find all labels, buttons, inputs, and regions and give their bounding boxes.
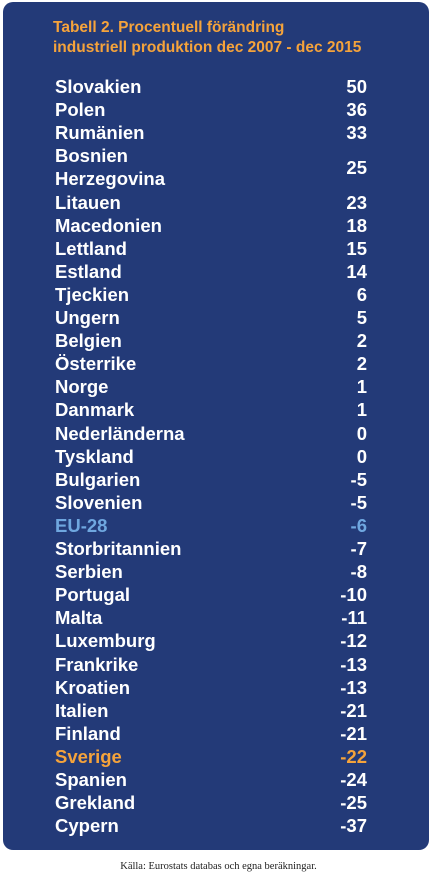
country-name: Belgien xyxy=(55,330,122,352)
country-name: Polen xyxy=(55,99,106,121)
change-value: 6 xyxy=(356,283,367,305)
change-value: 18 xyxy=(346,214,367,236)
change-value: -7 xyxy=(350,538,367,559)
change-value: 50 xyxy=(346,76,367,97)
country-name: Bulgarien xyxy=(55,468,141,490)
change-value: 0 xyxy=(356,445,367,467)
change-value: 15 xyxy=(346,237,367,259)
country-name: Italien xyxy=(55,699,109,721)
change-value: -13 xyxy=(340,676,367,698)
change-value: -22 xyxy=(340,745,367,767)
change-value: -37 xyxy=(340,815,367,837)
change-value: -6 xyxy=(350,514,367,536)
country-name: Storbritannien xyxy=(55,538,182,559)
change-value: -5 xyxy=(350,491,367,513)
table-rows: Slovakien 50 Polen 36 Rumänien 33 Bosnien Herze… xyxy=(55,76,367,837)
country-name: Finland xyxy=(55,722,121,744)
country-name-line: Herzegovina xyxy=(55,168,166,190)
change-value: 33 xyxy=(346,122,367,144)
country-name: Estland xyxy=(55,260,122,282)
country-name: Spanien xyxy=(55,769,127,790)
change-value: 25 xyxy=(346,156,367,178)
country-name: Lettland xyxy=(55,237,127,259)
change-value: -24 xyxy=(340,769,367,790)
title-line-2: industriell produktion dec 2007 - dec 20… xyxy=(53,39,362,56)
country-name: Luxemburg xyxy=(55,630,156,652)
country-name: Litauen xyxy=(55,191,121,213)
country-name: Danmark xyxy=(55,399,135,421)
country-name: EU-28 xyxy=(55,514,108,536)
change-value: 1 xyxy=(356,376,367,398)
change-value: -21 xyxy=(340,699,367,721)
title-line-1: Tabell 2. Procentuell förändring xyxy=(53,19,285,36)
country-name: Tyskland xyxy=(55,445,134,467)
country-name: Portugal xyxy=(55,584,131,606)
country-name: Malta xyxy=(55,607,103,629)
country-name: Slovenien xyxy=(55,491,143,513)
change-value: 0 xyxy=(356,422,367,444)
table-panel xyxy=(3,2,429,850)
country-name: Grekland xyxy=(55,792,136,814)
source-note: Källa: Eurostats databas och egna beräkn… xyxy=(120,861,317,872)
country-name: Slovakien xyxy=(55,76,142,97)
country-name: Frankrike xyxy=(55,653,139,675)
change-value: -25 xyxy=(340,792,367,814)
table-title: Tabell 2. Procentuell förändring industr… xyxy=(53,18,413,58)
country-name: Sverige xyxy=(55,745,122,767)
country-name: Kroatien xyxy=(55,676,131,698)
change-value: -13 xyxy=(340,653,367,675)
change-value: 5 xyxy=(356,307,367,328)
country-name-line: Bosnien xyxy=(55,145,128,167)
change-value: 2 xyxy=(356,330,367,352)
change-value: 1 xyxy=(356,399,367,421)
country-name: Cypern xyxy=(55,815,119,837)
country-name: Rumänien xyxy=(55,122,145,144)
country-name: Tjeckien xyxy=(55,283,130,305)
change-value: -21 xyxy=(340,722,367,744)
change-value: 14 xyxy=(346,260,367,282)
country-name: Nederländerna xyxy=(55,422,185,444)
change-value: -5 xyxy=(350,468,367,490)
country-name: Serbien xyxy=(55,561,123,583)
change-value: 36 xyxy=(346,99,367,121)
change-value: 2 xyxy=(356,353,367,375)
country-name: Norge xyxy=(55,376,109,398)
change-value: -11 xyxy=(341,607,367,629)
change-value: -12 xyxy=(340,630,367,652)
country-name: Österrike xyxy=(55,353,137,375)
country-name: Bosnien Herzegovina xyxy=(55,144,165,190)
change-value: -10 xyxy=(340,584,367,606)
country-name: Macedonien xyxy=(55,214,162,236)
change-value: 23 xyxy=(346,191,367,213)
change-value: -8 xyxy=(350,561,367,583)
country-name: Ungern xyxy=(55,307,120,328)
